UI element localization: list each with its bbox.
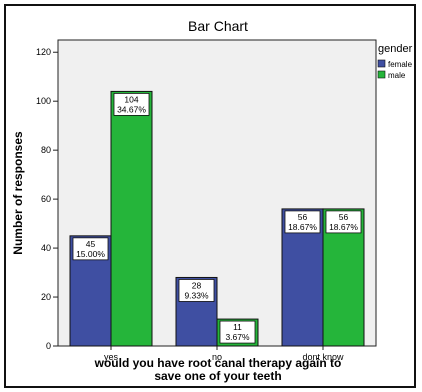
data-label-box: [284, 210, 321, 234]
data-label-box: [72, 237, 109, 261]
data-label-percent: 18.67%: [288, 222, 317, 232]
y-axis-title: Number of responses: [11, 131, 25, 255]
y-tick-label: 80: [41, 145, 51, 155]
data-label-box: [113, 93, 150, 116]
data-label-count: 45: [86, 239, 96, 249]
legend-label-male: male: [388, 71, 406, 80]
y-tick-label: 40: [41, 243, 51, 253]
chart-title: Bar Chart: [188, 18, 248, 34]
x-axis-title-line: save one of your teeth: [154, 369, 281, 383]
data-label-count: 104: [124, 94, 138, 104]
x-tick-label: dont know: [302, 352, 344, 362]
data-label-box: [178, 279, 215, 302]
bar-labels: 4515.00%10434.67%289.33%113.67%5618.67%5…: [72, 93, 362, 344]
data-label-count: 28: [192, 280, 202, 290]
data-label-percent: 3.67%: [225, 332, 250, 342]
data-label-box: [325, 210, 362, 234]
legend-swatch-male: [377, 70, 386, 79]
x-axis-title-line: would you have root canal therapy again …: [94, 356, 342, 370]
y-tick-label: 60: [41, 194, 51, 204]
y-tick-label: 20: [41, 292, 51, 302]
bar-male: [110, 90, 153, 347]
data-label-percent: 34.67%: [117, 104, 146, 114]
y-axis: 0 20 40 60 80 100 120: [36, 47, 58, 351]
legend-swatch-female: [377, 59, 386, 68]
data-label-count: 56: [339, 212, 349, 222]
legend: gender female male: [377, 43, 413, 80]
data-label-percent: 15.00%: [76, 249, 105, 259]
data-label-count: 56: [298, 212, 308, 222]
x-axis-title: would you have root canal therapy again …: [94, 356, 342, 383]
data-label-percent: 18.67%: [329, 222, 358, 232]
legend-label-female: female: [388, 60, 413, 69]
chart-frame: Bar Chart 0 20 40 60 80 100 120 yes no dont know…: [4, 4, 416, 388]
bar-chart: Bar Chart 0 20 40 60 80 100 120 yes no dont know…: [11, 18, 413, 383]
x-tick-label: no: [212, 352, 222, 362]
y-tick-label: 100: [36, 96, 51, 106]
y-tick-label: 0: [46, 341, 51, 351]
data-label-box: [219, 320, 256, 344]
data-label-count: 11: [233, 322, 242, 332]
x-tick-label: yes: [104, 352, 119, 362]
y-tick-label: 120: [36, 47, 51, 57]
data-label-percent: 9.33%: [184, 290, 209, 300]
legend-title: gender: [378, 43, 413, 55]
x-axis: yes no dont know: [104, 346, 344, 362]
